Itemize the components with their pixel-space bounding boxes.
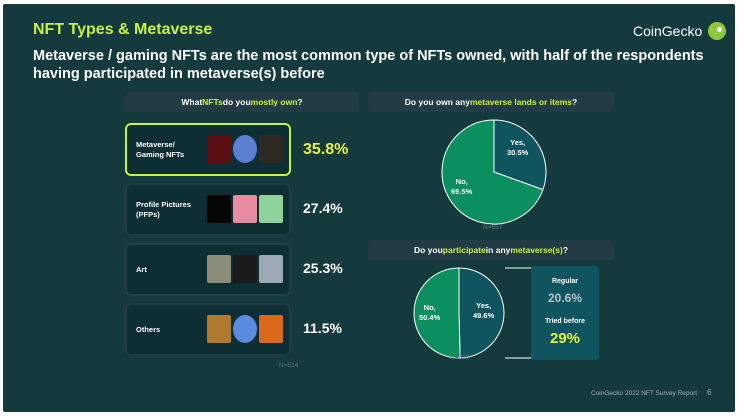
bar-category-label: Others	[136, 324, 161, 334]
nft-thumb-image	[233, 195, 257, 223]
q2-text-after: ?	[572, 97, 578, 107]
bar-category-label: Art	[136, 264, 147, 274]
q3-sample-size: N=510	[450, 354, 470, 361]
pie-label-text: Yes,	[510, 138, 526, 147]
tried-before-value: 29%	[549, 330, 581, 347]
pie-slice-no	[413, 267, 461, 359]
slide: NFT Types & Metaverse CoinGecko Metavers…	[3, 4, 735, 412]
bar-category-label: Profile Pictures (PFPs)	[136, 199, 192, 219]
nft-thumb-image	[233, 255, 257, 283]
q1-highlight-2: mostly own	[250, 97, 298, 107]
pie-label-value: 30.5%	[507, 148, 529, 157]
slide-subtitle: Metaverse / gaming NFTs are the most com…	[33, 48, 704, 82]
nft-thumb-image	[233, 135, 257, 163]
bar-category-label: Metaverse/ Gaming NFTs	[136, 139, 185, 159]
nft-type-card-others: Others	[125, 303, 291, 356]
bar-value-label: 25.3%	[303, 260, 343, 276]
bar-value-label: 11.5%	[303, 320, 342, 336]
q1-question: What NFTs do you mostly own?	[125, 92, 359, 112]
tried-before-label: Tried before	[544, 318, 586, 325]
nft-thumbnails	[207, 193, 283, 225]
pie-label-text: No,	[455, 177, 468, 186]
q1-highlight-1: NFTs	[202, 97, 223, 107]
nft-thumb-image	[207, 315, 231, 343]
nft-thumb-image	[207, 195, 231, 223]
pie-label-value: 69.5%	[451, 187, 473, 196]
nft-thumb-image	[207, 255, 231, 283]
q3-text-mid: in any	[485, 245, 511, 255]
q1-text-mid: do you	[222, 97, 251, 107]
pie-slice-yes	[493, 119, 547, 191]
q3-highlight-2: metaverse(s)	[510, 245, 563, 255]
q1-text-after: ?	[297, 97, 303, 107]
pie-label-value: 50.4%	[419, 313, 441, 322]
pie2-label-yes: Yes, 49.6%	[473, 301, 494, 321]
q1-text: What	[181, 97, 203, 107]
pie-chart-metaverse-items	[441, 119, 547, 225]
nft-thumbnails	[207, 133, 283, 165]
page-number: 6	[707, 388, 712, 397]
nft-type-card-metaverse: Metaverse/ Gaming NFTs	[125, 123, 291, 176]
q3-highlight-1: participate	[442, 245, 486, 255]
nft-thumb-image	[259, 315, 283, 343]
nft-type-card-pfp: Profile Pictures (PFPs)	[125, 183, 291, 236]
pie-label-value: 49.6%	[473, 311, 495, 320]
nft-thumb-image	[259, 255, 283, 283]
nft-type-card-art: Art	[125, 243, 291, 296]
q2-text: Do you own any	[404, 97, 470, 107]
pie1-label-no: No, 69.5%	[451, 177, 472, 197]
bar-value-label: 27.4%	[303, 200, 343, 216]
bar-value-label: 35.8%	[303, 141, 349, 158]
pie-slice-no	[441, 119, 544, 225]
q3-question: Do you participate in any metaverse(s)?	[368, 240, 614, 260]
regular-value: 20.6%	[547, 291, 583, 305]
gecko-icon	[708, 22, 727, 40]
pie1-label-yes: Yes, 30.5%	[507, 138, 528, 158]
pie-label-text: Yes,	[476, 301, 492, 310]
q1-sample-size: N=514	[279, 362, 299, 369]
q3-text-after: ?	[562, 245, 569, 255]
pie-chart-metaverse-participation	[413, 267, 533, 359]
footer-source: CoinGecko 2022 NFT Survey Report	[591, 390, 698, 397]
regular-label: Regular	[551, 278, 579, 285]
nft-thumb-image	[207, 135, 231, 163]
pie2-label-no: No, 50.4%	[419, 303, 440, 323]
logo-text: CoinGecko	[633, 23, 703, 39]
pie-slice-yes	[458, 267, 505, 359]
nft-thumb-image	[259, 135, 283, 163]
nft-thumbnails	[207, 253, 283, 285]
nft-thumb-image	[259, 195, 283, 223]
q3-text: Do you	[413, 245, 443, 255]
participation-breakdown-panel: Regular 20.6% Tried before 29%	[531, 266, 599, 360]
nft-thumb-image	[233, 315, 257, 343]
q2-question: Do you own any metaverse lands or items?	[368, 92, 614, 112]
q2-sample-size: N=557	[483, 224, 503, 231]
pie-label-text: No,	[423, 303, 436, 312]
q2-highlight: metaverse lands or items	[469, 97, 573, 107]
coingecko-logo: CoinGecko	[633, 22, 727, 40]
slide-title: NFT Types & Metaverse	[33, 21, 213, 38]
nft-thumbnails	[207, 313, 283, 345]
